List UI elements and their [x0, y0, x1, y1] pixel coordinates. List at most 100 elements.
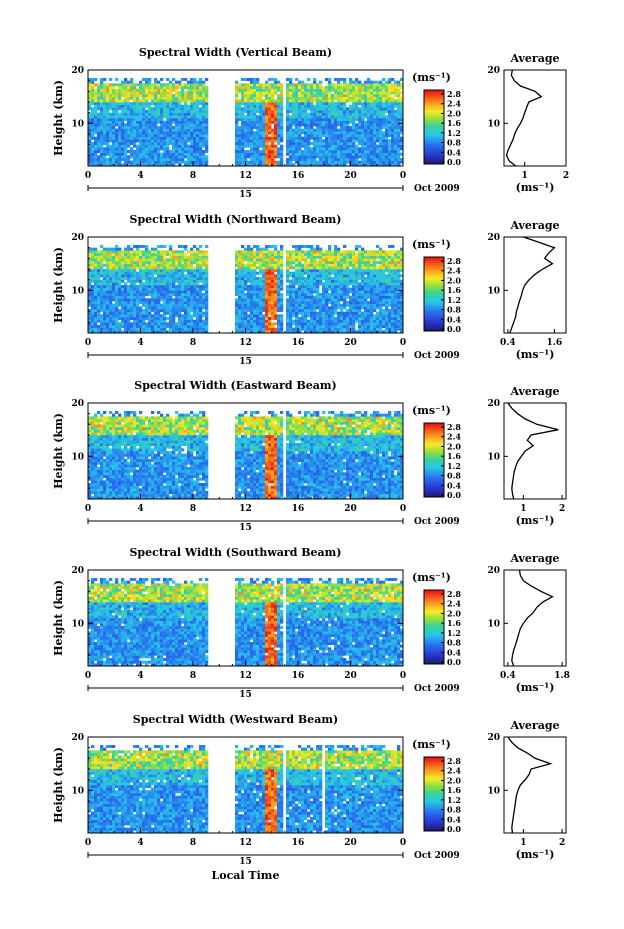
colorbar-tick-label: 2.0 [447, 441, 461, 451]
average-profile: Average 10 20 1 2 (ms⁻¹) [487, 385, 567, 527]
x-tick-label: 8 [190, 671, 196, 681]
colorbar-tick-label: 2.8 [447, 589, 461, 599]
date-label: Oct 2009 [414, 851, 460, 861]
colorbar-tick-label: 2.4 [447, 99, 461, 109]
avg-x-tick-label: 1 [520, 504, 526, 514]
y-axis-label: Height (km) [52, 247, 65, 323]
colorbar-tick-label: 1.6 [447, 451, 461, 461]
average-profile: Average 10 20 1 2 (ms⁻¹) [487, 52, 569, 194]
average-xlabel: (ms⁻¹) [516, 348, 555, 361]
colorbar-tick-label: 2.8 [447, 756, 461, 766]
y-axis-label: Height (km) [52, 747, 65, 823]
x-tick-label: 0 [400, 671, 406, 681]
avg-y-tick-label: 10 [487, 119, 500, 129]
average-profile-line [511, 569, 554, 667]
colorbar-tick-label: 0.8 [447, 638, 461, 648]
colorbar-tick-label: 0.8 [447, 471, 461, 481]
colorbar-tick-label: 0.8 [447, 305, 461, 315]
x-tick-label: 12 [239, 671, 252, 681]
average-title: Average [509, 385, 559, 398]
x-tick-label: 16 [292, 338, 305, 348]
colorbar-tick-label: 0.8 [447, 138, 461, 148]
x-tick-label: 20 [344, 671, 357, 681]
y-axis-label: Height (km) [52, 80, 65, 156]
heatmap-cells [88, 745, 404, 834]
y-tick-label: 20 [71, 399, 84, 409]
day-label: 15 [239, 357, 252, 367]
x-tick-label: 0 [85, 171, 91, 181]
x-tick-label: 4 [137, 838, 143, 848]
heatmap-cells [88, 411, 404, 500]
heatmap-cells [88, 78, 404, 167]
colorbar-tick-label: 2.8 [447, 256, 461, 266]
average-title: Average [509, 52, 559, 65]
panel-4: Spectral Width (Southward Beam) 10 20 0 4 8 12… [52, 546, 570, 700]
panel-title: Spectral Width (Eastward Beam) [134, 379, 336, 392]
colorbar: 0.00.40.81.21.62.02.42.8 [423, 256, 461, 334]
y-tick-label: 20 [71, 566, 84, 576]
avg-x-tick-label: 1 [522, 171, 528, 181]
average-profile-line [505, 69, 543, 167]
average-title: Average [509, 719, 559, 732]
x-tick-label: 16 [292, 838, 305, 848]
colorbar: 0.00.40.81.21.62.02.42.8 [423, 89, 461, 167]
x-tick-label: 16 [292, 671, 305, 681]
heatmap-cells [88, 578, 404, 667]
colorbar-tick-label: 2.0 [447, 608, 461, 618]
day-label: 15 [239, 190, 252, 200]
colorbar-tick-label: 0.4 [447, 147, 461, 157]
y-tick-label: 10 [71, 119, 84, 129]
average-xlabel: (ms⁻¹) [516, 181, 555, 194]
colorbar-tick-label: 2.4 [447, 599, 461, 609]
x-tick-label: 0 [85, 504, 91, 514]
colorbar-unit: (ms⁻¹) [412, 71, 451, 84]
y-tick-label: 10 [71, 619, 84, 629]
colorbar: 0.00.40.81.21.62.02.42.8 [423, 756, 461, 834]
colorbar-tick-label: 0.0 [447, 490, 461, 500]
day-label: 15 [239, 690, 252, 700]
avg-x-tick-label: 0.4 [500, 338, 516, 348]
y-tick-label: 20 [71, 233, 84, 243]
average-frame [503, 236, 567, 334]
colorbar-tick-label: 0.0 [447, 157, 461, 167]
day-label: 15 [239, 523, 252, 533]
average-xlabel: (ms⁻¹) [516, 848, 555, 861]
x-tick-label: 4 [137, 504, 143, 514]
average-profile: Average 10 20 1 2 (ms⁻¹) [487, 719, 567, 861]
avg-x-tick-label: 1 [520, 838, 526, 848]
colorbar-tick-label: 0.0 [447, 657, 461, 667]
x-tick-label: 12 [239, 338, 252, 348]
average-profile: Average 10 20 0.4 1.8(ms⁻¹) [487, 552, 569, 694]
colorbar: 0.00.40.81.21.62.02.42.8 [423, 589, 461, 667]
x-tick-label: 8 [190, 338, 196, 348]
x-tick-label: 0 [400, 838, 406, 848]
x-tick-label: 12 [239, 171, 252, 181]
panel-title: Spectral Width (Vertical Beam) [139, 46, 332, 59]
avg-x-tick-label: 2 [559, 838, 565, 848]
x-tick-label: 12 [239, 504, 252, 514]
average-frame [503, 402, 567, 500]
colorbar-tick-label: 1.6 [447, 285, 461, 295]
average-profile-line [507, 402, 559, 500]
colorbar-tick-label: 0.0 [447, 824, 461, 834]
x-tick-label: 20 [344, 171, 357, 181]
date-label: Oct 2009 [414, 351, 460, 361]
avg-y-tick-label: 10 [487, 786, 500, 796]
x-tick-label: 0 [400, 504, 406, 514]
colorbar-tick-label: 0.4 [447, 647, 461, 657]
x-tick-label: 0 [85, 838, 91, 848]
average-xlabel: (ms⁻¹) [516, 514, 555, 527]
x-axis-label: Local Time [212, 869, 280, 882]
colorbar-tick-label: 0.4 [447, 314, 461, 324]
colorbar-tick-label: 1.2 [447, 295, 461, 305]
x-tick-label: 0 [400, 171, 406, 181]
colorbar-unit: (ms⁻¹) [412, 571, 451, 584]
x-tick-label: 4 [137, 171, 143, 181]
colorbar-tick-label: 0.4 [447, 480, 461, 490]
colorbar-tick-label: 1.2 [447, 128, 461, 138]
y-axis-label: Height (km) [52, 580, 65, 656]
colorbar-tick-label: 0.4 [447, 814, 461, 824]
average-frame [503, 569, 567, 667]
panel-title: Spectral Width (Westward Beam) [133, 713, 338, 726]
